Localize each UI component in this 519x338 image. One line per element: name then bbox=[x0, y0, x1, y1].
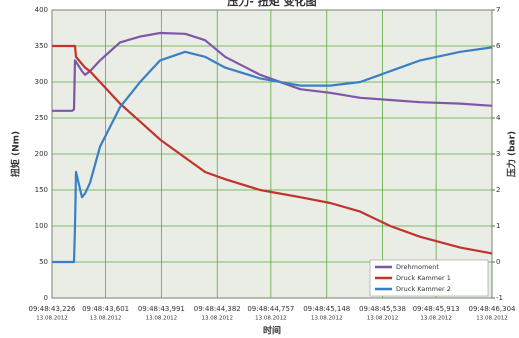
legend-label: Druck Kammer 1 bbox=[396, 274, 451, 282]
y-tick-label: 350 bbox=[35, 42, 48, 50]
x-tick-label: 09:48:45,538 bbox=[359, 305, 406, 313]
y-tick-label: 300 bbox=[35, 78, 48, 86]
y-tick-label: 250 bbox=[35, 114, 48, 122]
y-tick-label: 100 bbox=[35, 222, 48, 230]
legend-label: Drehmoment bbox=[396, 263, 439, 271]
series-line bbox=[52, 44, 493, 255]
x-tick-date: 13.08.2012 bbox=[311, 316, 343, 322]
y2-tick-label: 4 bbox=[496, 114, 501, 122]
legend-label: Druck Kammer 2 bbox=[396, 285, 451, 293]
x-tick-label: 09:48:44,757 bbox=[247, 305, 294, 313]
x-tick-date: 13.08.2012 bbox=[202, 316, 234, 322]
y2-tick-label: 1 bbox=[496, 222, 500, 230]
y-tick-label: 0 bbox=[44, 294, 48, 302]
x-tick-date: 13.08.2012 bbox=[146, 316, 178, 322]
x-tick-date: 13.08.2012 bbox=[90, 316, 122, 322]
legend: Drehmoment Druck Kammer 1 Druck Kammer 2 bbox=[369, 259, 489, 297]
y2-tick-label: 2 bbox=[496, 186, 500, 194]
x-tick-date: 13.08.2012 bbox=[36, 316, 68, 322]
y-axis-title: 扭矩 (Nm) bbox=[10, 131, 22, 177]
y-tick-label: 400 bbox=[35, 6, 48, 14]
x-tick-date: 13.08.2012 bbox=[476, 316, 508, 322]
plot-border bbox=[51, 9, 493, 299]
chart-title: 压力- 扭矩 变化图 bbox=[227, 0, 316, 8]
x-tick-date: 13.08.2012 bbox=[255, 316, 287, 322]
x-tick-label: 09:48:46,304 bbox=[468, 305, 516, 313]
y2-tick-label: 7 bbox=[496, 6, 500, 14]
x-tick-label: 09:48:43,991 bbox=[138, 305, 185, 313]
x-tick-label: 09:48:44,382 bbox=[194, 305, 241, 313]
y2-tick-label: 6 bbox=[496, 42, 501, 50]
series-line bbox=[52, 31, 493, 112]
y2-tick-label: 3 bbox=[496, 150, 500, 158]
x-tick-date: 13.08.2012 bbox=[420, 316, 452, 322]
y2-tick-label: 0 bbox=[496, 258, 500, 266]
x-tick-label: 09:48:45,913 bbox=[413, 305, 460, 313]
x-tick-label: 09:48:43,601 bbox=[82, 305, 129, 313]
x-axis-title: 时间 bbox=[263, 325, 281, 337]
y-tick-label: 50 bbox=[39, 258, 48, 266]
y-tick-label: 200 bbox=[35, 150, 48, 158]
x-tick-label: 09:48:45,148 bbox=[303, 305, 350, 313]
x-tick-date: 13.08.2012 bbox=[367, 316, 399, 322]
y-tick-label: 150 bbox=[35, 186, 48, 194]
y2-axis-title: 压力 (bar) bbox=[506, 131, 518, 177]
y2-tick-label: -1 bbox=[496, 294, 503, 302]
y2-tick-label: 5 bbox=[496, 78, 500, 86]
x-tick-label: 09:48:43,226 bbox=[28, 305, 76, 313]
series-line bbox=[52, 46, 493, 264]
